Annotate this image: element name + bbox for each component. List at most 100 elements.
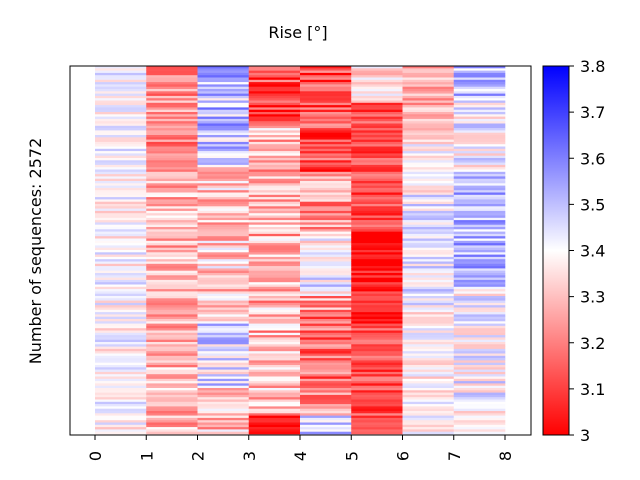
heatmap-cell [146,192,198,196]
heatmap-cell [453,394,506,398]
heatmap-cell [300,197,352,200]
heatmap-cell [197,429,250,432]
heatmap-cell [146,75,198,78]
heatmap-cell [197,284,250,288]
colorbar-tick-label: 3 [580,426,590,445]
heatmap-cell [197,95,250,99]
heatmap-cell [453,279,506,283]
heatmap-cell [146,91,198,94]
heatmap-cell [95,332,147,336]
heatmap-cell [197,358,250,361]
heatmap-cell [248,344,301,347]
heatmap-cell [351,135,403,138]
heatmap-cell [248,148,301,152]
heatmap-cell [146,404,198,407]
heatmap-cell [146,300,198,304]
heatmap-cell [95,284,147,288]
heatmap-cell [197,222,250,225]
heatmap-cell [95,309,147,313]
heatmap-cell [95,417,147,421]
heatmap-cell [146,139,198,143]
heatmap-cell [95,109,147,113]
heatmap-cell [402,197,455,200]
heatmap-cell [248,153,301,156]
heatmap-cell [146,362,198,366]
heatmap-cell [300,360,352,363]
heatmap-cell [146,178,198,182]
heatmap-cell [146,144,198,147]
heatmap-cell [351,325,403,329]
heatmap-cell [351,130,403,133]
heatmap-cell [248,162,301,166]
heatmap-cell [453,424,506,428]
heatmap-cell [300,339,352,343]
heatmap-cell [248,130,301,133]
heatmap-cell [95,383,147,386]
heatmap-cell [453,284,506,288]
heatmap-cell [197,365,250,368]
heatmap-cell [146,408,198,412]
heatmap-cell [402,388,455,391]
heatmap-cell [248,413,301,416]
heatmap-cell [402,371,455,375]
heatmap-cell [95,319,147,322]
heatmap-cell [95,381,147,384]
heatmap-cell [197,342,250,345]
heatmap-cell [146,66,198,69]
heatmap-cell [95,146,147,150]
heatmap-cell [351,155,403,159]
heatmap-cell [300,144,352,147]
heatmap-cell [95,167,147,170]
heatmap-cell [300,95,352,99]
heatmap-cell [146,277,198,281]
heatmap-cell [248,360,301,363]
heatmap-cell [351,309,403,313]
heatmap-cell [402,411,455,414]
heatmap-cell [95,183,147,186]
heatmap-cell [95,355,147,359]
x-tick-label: 1 [137,451,156,461]
heatmap-cell [95,316,147,320]
heatmap-cell [351,383,403,386]
heatmap-cell [300,300,352,304]
heatmap-cell [95,367,147,370]
heatmap-cell [95,139,147,143]
heatmap-cell [146,399,198,403]
heatmap-cell [95,392,147,396]
heatmap-cell [453,208,506,212]
heatmap-cell [197,233,250,237]
heatmap-cell [146,68,198,71]
heatmap-cell [197,91,250,94]
heatmap-cell [146,201,198,205]
heatmap-cell [248,176,301,179]
heatmap-cell [300,240,352,244]
heatmap-cell [453,325,506,329]
heatmap-cell [146,176,198,179]
heatmap-cell [402,146,455,150]
heatmap-cell [197,420,250,423]
heatmap-cell [351,109,403,113]
heatmap-cell [95,84,147,87]
heatmap-cell [402,181,455,184]
heatmap-cell [402,213,455,216]
heatmap-cell [248,201,301,205]
heatmap-cell [95,385,147,389]
heatmap-cell [248,337,301,340]
heatmap-cell [351,240,403,244]
heatmap-cell [453,406,506,409]
heatmap-cell [95,199,147,202]
heatmap-cell [300,348,352,352]
heatmap-cell [453,86,506,90]
heatmap-cell [146,309,198,313]
heatmap-cell [197,137,250,140]
heatmap-cell [351,261,403,265]
heatmap-cell [197,321,250,324]
heatmap-cell [95,158,147,161]
heatmap-cell [95,420,147,423]
colorbar-tick-label: 3.1 [580,380,605,399]
heatmap-cell [300,128,352,131]
heatmap-cell [197,215,250,219]
heatmap-cell [197,217,250,221]
heatmap-cell [95,169,147,173]
heatmap-cell [146,70,198,74]
